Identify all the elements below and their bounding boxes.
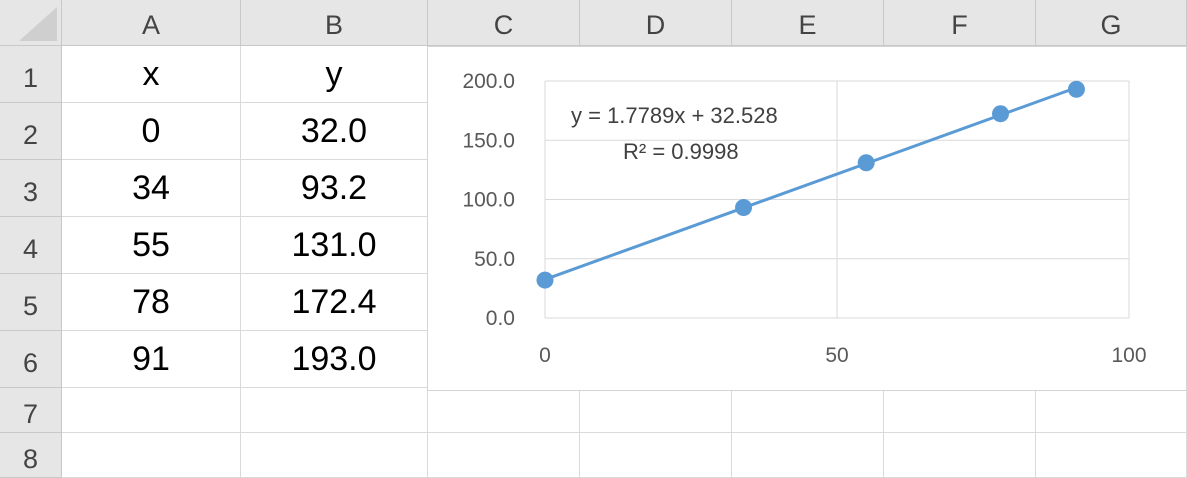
cell-a2[interactable]: 0 [62,103,241,160]
row-header-8[interactable]: 8 [0,433,62,478]
cell-b7[interactable] [241,388,428,433]
cell-g7[interactable] [1036,388,1187,433]
column-header-d[interactable]: D [580,0,732,46]
cell-a5[interactable]: 78 [62,274,241,331]
trendline-r-squared[interactable]: R² = 0.9998 [623,139,739,164]
row-header-6[interactable]: 6 [0,331,62,388]
cell-b6[interactable]: 193.0 [241,331,428,388]
column-header-f[interactable]: F [884,0,1036,46]
cell-a6[interactable]: 91 [62,331,241,388]
column-header-g[interactable]: G [1036,0,1187,46]
column-header-e[interactable]: E [732,0,884,46]
row-header-2[interactable]: 2 [0,103,62,160]
row-header-5[interactable]: 5 [0,274,62,331]
data-point [536,271,554,289]
row-header-3[interactable]: 3 [0,160,62,217]
cell-d8[interactable] [580,433,732,478]
cell-f8[interactable] [884,433,1036,478]
column-header-a[interactable]: A [62,0,241,46]
row-header-7[interactable]: 7 [0,388,62,433]
cell-b4[interactable]: 131.0 [241,217,428,274]
row-header-1[interactable]: 1 [0,46,62,103]
row-header-4[interactable]: 4 [0,217,62,274]
data-point [1067,80,1085,98]
cell-b5[interactable]: 172.4 [241,274,428,331]
cell-c7[interactable] [428,388,580,433]
cell-a7[interactable] [62,388,241,433]
y-tick-label: 50.0 [474,248,515,271]
cell-a4[interactable]: 55 [62,217,241,274]
cell-d7[interactable] [580,388,732,433]
column-header-b[interactable]: B [241,0,428,46]
data-point [992,105,1010,123]
select-all-corner[interactable] [0,0,62,46]
cell-a3[interactable]: 34 [62,160,241,217]
trendline [544,86,1077,281]
cell-b8[interactable] [241,433,428,478]
y-tick-label: 0.0 [486,307,515,330]
cell-f7[interactable] [884,388,1036,433]
y-tick-label: 100.0 [462,189,515,212]
select-all-triangle-icon [19,7,57,41]
cell-c8[interactable] [428,433,580,478]
x-tick-label: 100 [1111,344,1146,367]
cell-g8[interactable] [1036,433,1187,478]
cell-b2[interactable]: 32.0 [241,103,428,160]
cell-a8[interactable] [62,433,241,478]
cell-b3[interactable]: 93.2 [241,160,428,217]
chart-plot-area: 0.0 50.0 100.0 150.0 200.0 0 50 100 [462,70,1146,367]
column-header-c[interactable]: C [428,0,580,46]
cell-a1[interactable]: x [62,46,241,103]
data-point [735,199,753,217]
cell-e7[interactable] [732,388,884,433]
cell-b1[interactable]: y [241,46,428,103]
y-tick-label: 150.0 [462,129,515,152]
y-tick-label: 200.0 [462,70,515,93]
scatter-chart[interactable]: 0.0 50.0 100.0 150.0 200.0 0 50 100 y = 1.7789x… [427,46,1187,391]
x-tick-label: 0 [539,344,551,367]
x-tick-label: 50 [825,344,848,367]
data-point [857,154,875,172]
cell-e8[interactable] [732,433,884,478]
trendline-equation[interactable]: y = 1.7789x + 32.528 [571,103,778,128]
